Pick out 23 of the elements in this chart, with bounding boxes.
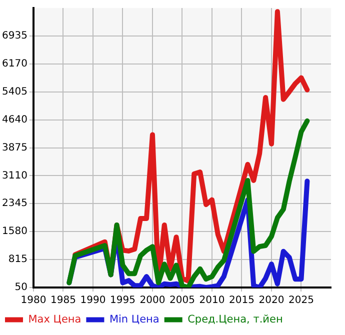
x-tick-label: 1980 <box>20 295 46 306</box>
x-tick-label: 2010 <box>199 295 225 306</box>
y-tick-label: 1580 <box>2 226 28 238</box>
x-tick-label: 2015 <box>229 295 254 306</box>
y-tick-label: 2345 <box>2 198 28 210</box>
y-tick-label: 815 <box>8 254 28 266</box>
x-tick-label: 2025 <box>288 295 314 306</box>
x-tick-label: 2000 <box>140 295 166 306</box>
legend-label: Сред.Цена, т.йен <box>188 313 283 326</box>
y-tick-label: 4640 <box>2 114 28 126</box>
x-tick-label: 1990 <box>80 295 106 306</box>
legend-label: Min Цена <box>109 313 160 326</box>
x-tick-label: 1985 <box>50 295 76 306</box>
y-tick-label: 3875 <box>2 142 28 154</box>
y-tick-label: 6170 <box>2 58 28 70</box>
x-tick-label: 2020 <box>258 295 284 306</box>
y-tick-label: 6935 <box>2 30 28 42</box>
y-tick-label: 50 <box>14 282 28 294</box>
x-tick-label: 1995 <box>110 295 136 306</box>
y-tick-label: 3110 <box>2 170 28 182</box>
legend-label: Max Цена <box>28 313 82 326</box>
x-tick-label: 2005 <box>170 295 195 306</box>
y-tick-label: 5405 <box>2 86 28 98</box>
